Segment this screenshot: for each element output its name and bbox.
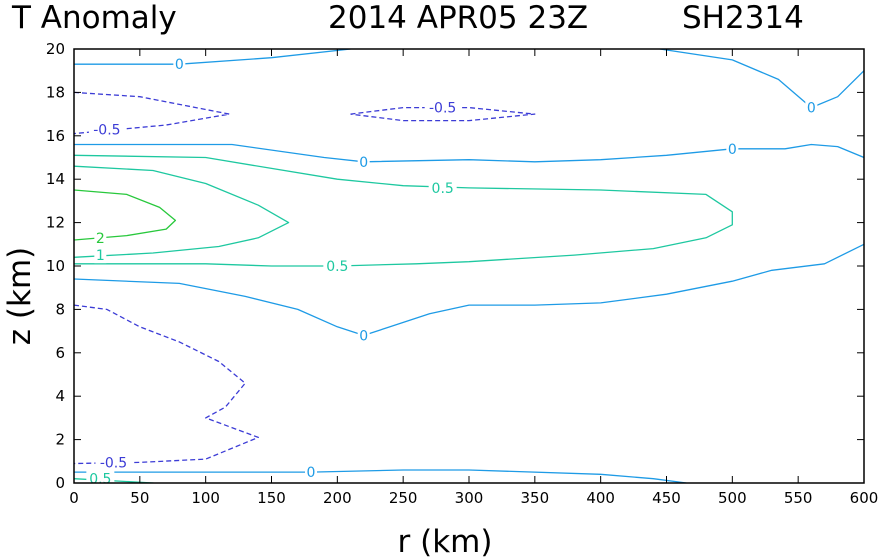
contour-label-bg: [726, 140, 739, 157]
x-tick-label: 600: [850, 489, 879, 507]
contour-line--0.5: [350, 106, 536, 122]
contour-label-bg: [305, 464, 317, 481]
contour-label: 0: [807, 101, 816, 117]
x-tick-label: 150: [257, 489, 286, 507]
contour-label-bg: [357, 153, 370, 170]
x-tick-label: 450: [652, 489, 681, 507]
chart-title-storm: SH2314: [682, 0, 804, 36]
contour-line-0: [74, 143, 864, 163]
contour-label-bg: [94, 247, 107, 264]
contour-label-bg: [428, 179, 457, 196]
chart-title-date: 2014 APR05 23Z: [328, 0, 588, 36]
contour-line--0.5: [74, 304, 259, 465]
contour-line-0: [74, 243, 864, 337]
y-tick-label: 6: [55, 344, 65, 362]
contour-label-bg: [173, 56, 186, 73]
contour-line--0.5: [74, 91, 231, 135]
y-tick-label: 14: [46, 170, 65, 188]
contour-label: 0: [728, 142, 737, 158]
contour-lines: [74, 49, 864, 483]
y-tick-label: 2: [55, 431, 65, 449]
contour-label: 0: [359, 328, 368, 344]
x-tick-label: 300: [455, 489, 484, 507]
x-axis-label: r (km): [398, 524, 493, 559]
x-tick-label: 100: [191, 489, 220, 507]
contour-label-bg: [805, 99, 818, 116]
contour-label: -0.5: [93, 122, 120, 138]
contour-labels: 0 0 -0.5 -0.5 0 0 0.5 0.5 12 0 -0.5 0 0.5: [86, 56, 818, 488]
contour-line-0: [74, 469, 687, 483]
y-tick-label: 18: [46, 83, 65, 101]
x-tick-label: 200: [323, 489, 352, 507]
y-axis-label: z (km): [2, 247, 38, 345]
chart-title-field: T Anomaly: [11, 0, 177, 36]
contour-line-1: [74, 165, 290, 258]
contour-label: 0.5: [326, 259, 348, 275]
contour-line-0.5: [74, 154, 733, 267]
contour-label-bg: [94, 229, 107, 246]
contour-label: 1: [96, 248, 105, 264]
x-tick-label: 0: [69, 489, 79, 507]
y-tick-label: 4: [55, 387, 65, 405]
contour-label-bg: [95, 454, 132, 471]
contour-label: 0: [307, 465, 316, 481]
x-tick-label: 50: [130, 489, 149, 507]
contour-line-0: [74, 49, 351, 65]
contour-label-bg: [424, 99, 461, 116]
y-tick-label: 0: [55, 474, 65, 492]
y-tick-label: 16: [46, 127, 65, 145]
x-tick-label: 250: [389, 489, 418, 507]
x-tick-label: 500: [718, 489, 747, 507]
contour-label: 0: [175, 57, 184, 73]
contour-label: -0.5: [429, 101, 456, 117]
x-tick-label: 400: [586, 489, 615, 507]
contour-label-bg: [357, 327, 370, 344]
contour-label: 0: [359, 155, 368, 171]
contour-label: -0.5: [100, 455, 127, 471]
x-tick-label: 350: [521, 489, 550, 507]
contour-label: 2: [96, 231, 105, 247]
contour-line-2: [74, 189, 177, 241]
contour-label-bg: [88, 121, 125, 138]
contour-label: 0.5: [89, 472, 111, 488]
y-tick-label: 10: [46, 257, 65, 275]
y-tick-label: 12: [46, 214, 65, 232]
contour-label-bg: [323, 258, 352, 274]
x-tick-label: 550: [784, 489, 813, 507]
plot-frame: [73, 48, 865, 484]
x-axis: 0 50 100 150 200 250 300 350 400 450 500 550 600: [69, 49, 878, 507]
y-tick-label: 8: [55, 300, 65, 318]
contour-line-0: [659, 49, 864, 109]
contour-label: 0.5: [432, 181, 454, 197]
y-tick-label: 20: [46, 40, 65, 58]
